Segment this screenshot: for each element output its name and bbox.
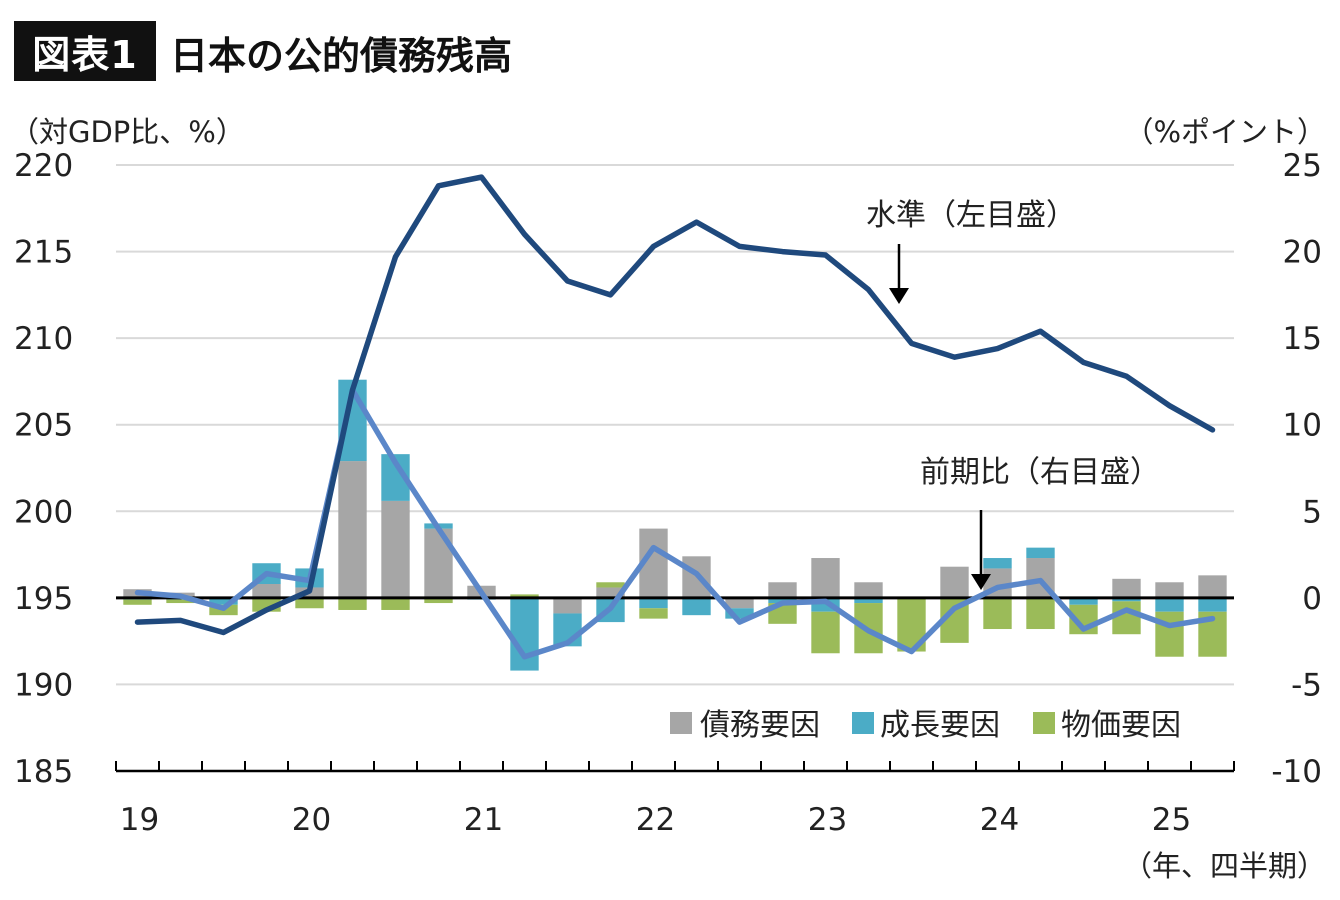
bar-segment [596, 587, 625, 598]
bar-segment [725, 608, 754, 619]
x-year-label: 23 [808, 802, 847, 838]
left-tick-label: 205 [14, 408, 73, 444]
change-arrow-head [971, 574, 991, 590]
x-year-label: 25 [1152, 802, 1191, 838]
bar-segment [381, 500, 410, 598]
bar-segment [682, 597, 711, 616]
bar-segment [553, 597, 582, 614]
right-axis-ticks: 25 20 15 10 5 0 -5 -10 [1271, 148, 1322, 790]
x-year-label: 21 [464, 802, 503, 838]
bar-segment [166, 599, 195, 604]
bar-segment [811, 558, 840, 598]
bar-segment [854, 597, 883, 604]
chart-title: 日本の公的債務残高 [170, 34, 513, 78]
left-tick-label: 195 [14, 581, 73, 617]
right-tick-label: 10 [1283, 408, 1322, 444]
right-tick-label: 0 [1302, 581, 1322, 617]
bar-segment [639, 597, 668, 609]
bar-segment [854, 582, 883, 598]
left-axis-ticks: 220 215 210 205 200 195 190 185 [14, 148, 73, 790]
bar-segment [1026, 597, 1055, 630]
bar-segment [1198, 575, 1227, 598]
right-tick-label: 25 [1283, 148, 1322, 184]
bar-segment [1069, 597, 1098, 605]
left-tick-label: 185 [14, 754, 73, 790]
bar-segment [510, 594, 539, 598]
right-axis-unit: （%ポイント） [1124, 115, 1326, 149]
x-year-label: 24 [980, 802, 1019, 838]
bar-segment [381, 597, 410, 610]
bar-segment [209, 597, 238, 605]
legend: 債務要因 成長要因 物価要因 [670, 708, 1181, 743]
left-tick-label: 190 [14, 667, 73, 703]
left-tick-label: 210 [14, 321, 73, 357]
bar-segment [1155, 611, 1184, 657]
left-tick-label: 200 [14, 494, 73, 530]
bar-segment [1112, 578, 1141, 598]
line-series [134, 174, 1216, 660]
bar-segment [338, 597, 367, 610]
legend-swatch-growth [852, 712, 874, 734]
bar-segment [940, 566, 969, 598]
bar-segment [1155, 582, 1184, 598]
bar-segment [1112, 597, 1141, 602]
x-axis-unit: （年、四半期） [1123, 849, 1326, 883]
figure-badge: 図表1 [14, 21, 156, 81]
level-line [134, 174, 1216, 636]
left-axis-unit: （対GDP比、%） [10, 115, 245, 149]
bar-segment [1112, 601, 1141, 635]
bar-segment [1026, 547, 1055, 559]
legend-label-debt: 債務要因 [700, 708, 820, 743]
x-year-label: 19 [120, 802, 159, 838]
bar-segment [424, 597, 453, 604]
x-axis: 19 20 21 22 23 24 25 [115, 761, 1235, 838]
bar-segment [1198, 597, 1227, 612]
bar-segment [983, 597, 1012, 630]
right-tick-label: -10 [1271, 754, 1322, 790]
bar-series [123, 379, 1227, 671]
bar-segment [295, 597, 324, 609]
bar-segment [338, 461, 367, 598]
bar-segment [1155, 597, 1184, 612]
bar-segment [596, 582, 625, 588]
bar-segment [725, 597, 754, 609]
bar-segment [983, 558, 1012, 569]
left-tick-label: 215 [14, 235, 73, 271]
right-tick-label: 15 [1283, 321, 1322, 357]
bar-segment [811, 611, 840, 654]
bar-segment [639, 608, 668, 619]
right-tick-label: -5 [1291, 667, 1322, 703]
level-arrow-head [889, 288, 909, 304]
legend-swatch-debt [670, 712, 692, 734]
change-line-label: 前期比（右目盛） [920, 455, 1160, 490]
right-tick-label: 5 [1302, 494, 1322, 530]
right-tick-label: 20 [1283, 235, 1322, 271]
legend-swatch-price [1033, 712, 1055, 734]
legend-label-price: 物価要因 [1061, 708, 1181, 743]
bar-segment [510, 597, 539, 671]
level-line-label: 水準（左目盛） [866, 198, 1076, 233]
left-tick-label: 220 [14, 148, 73, 184]
bar-segment [123, 599, 152, 605]
bar-segment [252, 584, 281, 598]
bar-segment [768, 582, 797, 598]
legend-label-growth: 成長要因 [880, 708, 1000, 743]
x-year-label: 22 [636, 802, 675, 838]
x-year-label: 20 [292, 802, 331, 838]
